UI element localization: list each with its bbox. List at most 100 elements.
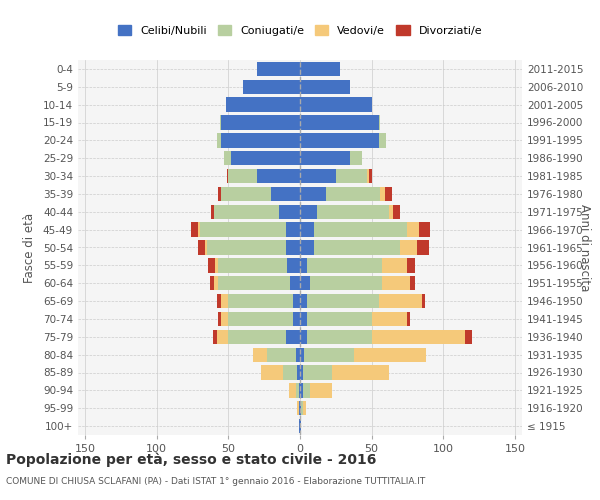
Bar (229, 312, 293, 326)
Bar (422, 294, 425, 308)
Bar (226, 98, 300, 112)
Bar (300, 169, 336, 183)
Bar (389, 204, 393, 219)
Bar (257, 169, 300, 183)
Bar (382, 258, 407, 272)
Bar (307, 294, 379, 308)
Bar (224, 151, 231, 166)
Bar (303, 383, 310, 398)
Bar (419, 222, 430, 237)
Bar (307, 330, 371, 344)
Bar (300, 312, 307, 326)
Bar (371, 330, 465, 344)
Bar (243, 80, 300, 94)
Bar (214, 204, 278, 219)
Bar (407, 258, 415, 272)
Bar (221, 187, 271, 201)
Bar (271, 187, 300, 201)
Bar (407, 312, 410, 326)
Bar (293, 294, 300, 308)
Bar (262, 366, 283, 380)
Bar (221, 116, 300, 130)
Bar (217, 294, 221, 308)
Bar (297, 366, 300, 380)
Bar (227, 169, 229, 183)
Bar (299, 383, 300, 398)
Bar (301, 401, 303, 415)
Bar (418, 240, 429, 254)
Bar (297, 401, 299, 415)
Bar (300, 204, 317, 219)
Bar (257, 62, 300, 76)
Bar (229, 294, 293, 308)
Bar (300, 419, 301, 433)
Bar (369, 169, 371, 183)
Bar (286, 240, 300, 254)
Bar (379, 294, 422, 308)
Text: Popolazione per età, sesso e stato civile - 2016: Popolazione per età, sesso e stato civil… (6, 452, 376, 467)
Bar (300, 62, 340, 76)
Bar (221, 312, 229, 326)
Bar (380, 187, 385, 201)
Bar (296, 348, 300, 362)
Bar (200, 222, 286, 237)
Bar (207, 240, 286, 254)
Bar (300, 258, 307, 272)
Y-axis label: Fasce di età: Fasce di età (23, 212, 36, 282)
Bar (218, 276, 290, 290)
Bar (300, 240, 314, 254)
Bar (300, 366, 303, 380)
Bar (300, 133, 379, 148)
Bar (191, 222, 199, 237)
Bar (218, 187, 221, 201)
Bar (231, 151, 300, 166)
Bar (300, 330, 307, 344)
Bar (465, 330, 472, 344)
Bar (367, 169, 369, 183)
Bar (400, 240, 418, 254)
Bar (217, 133, 221, 148)
Bar (300, 222, 314, 237)
Bar (278, 204, 300, 219)
Bar (332, 366, 389, 380)
Bar (229, 169, 257, 183)
Bar (221, 294, 229, 308)
Bar (300, 401, 301, 415)
Bar (393, 204, 400, 219)
Bar (212, 330, 217, 344)
Bar (299, 401, 300, 415)
Bar (410, 276, 415, 290)
Bar (199, 240, 205, 254)
Bar (317, 204, 389, 219)
Bar (267, 348, 296, 362)
Bar (218, 258, 287, 272)
Bar (283, 366, 297, 380)
Bar (205, 240, 207, 254)
Bar (221, 133, 300, 148)
Bar (287, 258, 300, 272)
Bar (296, 383, 299, 398)
Bar (217, 330, 229, 344)
Bar (371, 312, 407, 326)
Bar (379, 116, 380, 130)
Bar (300, 116, 379, 130)
Bar (385, 187, 392, 201)
Bar (407, 222, 419, 237)
Bar (336, 169, 367, 183)
Bar (303, 401, 306, 415)
Bar (300, 348, 304, 362)
Bar (314, 240, 400, 254)
Bar (211, 204, 214, 219)
Bar (286, 330, 300, 344)
Bar (307, 312, 371, 326)
Bar (229, 330, 286, 344)
Bar (199, 222, 200, 237)
Text: COMUNE DI CHIUSA SCLAFANI (PA) - Dati ISTAT 1° gennaio 2016 - Elaborazione TUTTI: COMUNE DI CHIUSA SCLAFANI (PA) - Dati IS… (6, 478, 425, 486)
Bar (326, 187, 380, 201)
Bar (350, 151, 362, 166)
Bar (307, 258, 382, 272)
Bar (208, 258, 215, 272)
Bar (220, 116, 221, 130)
Bar (300, 98, 371, 112)
Bar (290, 276, 300, 290)
